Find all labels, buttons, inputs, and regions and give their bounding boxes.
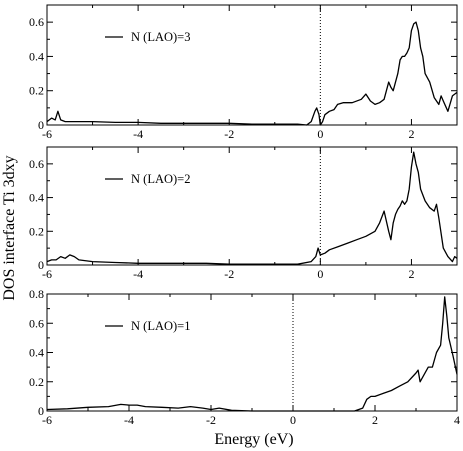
x-tick-label: -2 [224,127,234,141]
x-tick-label: 2 [408,127,414,141]
x-tick-label: 0 [317,267,323,281]
y-tick-label: 0.2 [29,375,44,389]
dos-line [46,296,458,412]
dos-line [46,151,458,265]
y-tick-label: 0.2 [29,224,44,238]
x-tick-label: -4 [133,267,143,281]
panel-frame [46,146,458,266]
x-tick-label: 2 [408,267,414,281]
y-axis-title: DOS interface Ti 3dxy [1,155,18,300]
x-tick-label: -2 [206,413,216,427]
y-tick-label: 0.4 [29,49,44,63]
x-tick-label: 2 [372,413,378,427]
y-tick-label: 0.4 [29,346,44,360]
panel-3: -6 -4 -2 0 2 4 0 0.2 0.4 0.6 0.8 N (LAO)=1 [29,287,460,427]
x-axis-title: Energy (eV) [214,431,293,448]
x-tick-label: -4 [133,127,143,141]
y-tick-label: 0.2 [29,84,44,98]
y-tick-label: 0.8 [29,287,44,301]
x-tick-label: -6 [42,267,52,281]
y-tick-label: 0.4 [29,191,44,205]
panel-1: -6 -4 -2 0 2 0 0.2 0.4 0.6 N (LAO)=3 [29,4,458,141]
dos-line [46,21,458,126]
panel-frame [46,4,458,126]
legend-label: N (LAO)=3 [131,30,190,44]
x-tick-label: -6 [42,413,52,427]
x-tick-label: 0 [290,413,296,427]
x-tick-label: -4 [124,413,134,427]
x-tick-label: 0 [317,127,323,141]
x-tick-label: -6 [42,127,52,141]
y-tick-label: 0 [38,118,44,132]
x-tick-label: 4 [454,413,460,427]
panel-frame [46,293,458,412]
legend-label: N (LAO)=1 [131,319,190,333]
legend-label: N (LAO)=2 [131,172,190,186]
y-tick-label: 0 [38,258,44,272]
panel-2: -6 -4 -2 0 2 0 0.2 0.4 0.6 N (LAO)=2 [29,146,458,281]
x-tick-label: -2 [224,267,234,281]
y-tick-label: 0 [38,404,44,418]
y-tick-label: 0.6 [29,157,44,171]
panels-group: -6 -4 -2 0 2 0 0.2 0.4 0.6 N (LAO)=3 -6 -4 -2 0 2 0 0.2 0… [29,4,460,427]
y-tick-label: 0.6 [29,316,44,330]
y-tick-label: 0.6 [29,15,44,29]
